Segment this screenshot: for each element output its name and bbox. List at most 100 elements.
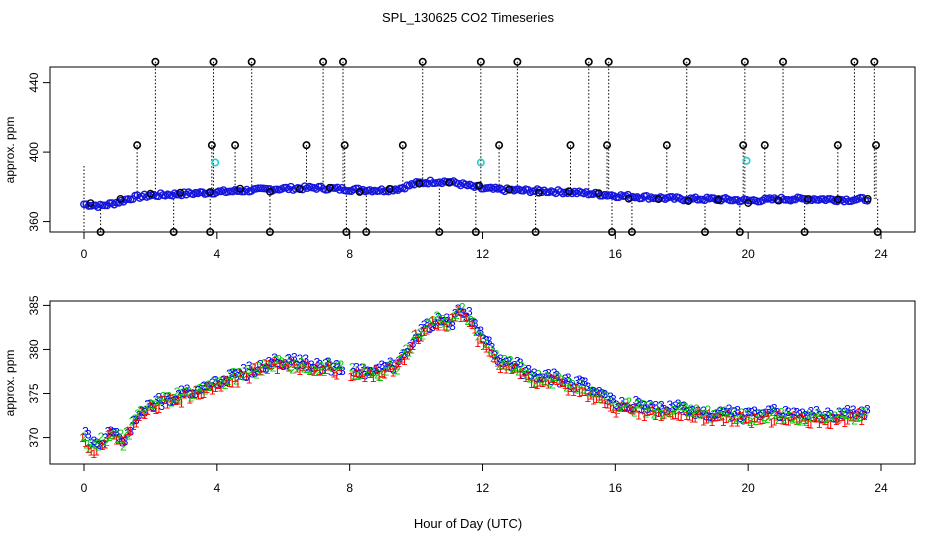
- series-1-marker: 1: [336, 360, 343, 374]
- series-2-marker: 2: [704, 403, 711, 417]
- bottom-panel: 1231231231231231231231231231231231231231…: [3, 295, 916, 495]
- series-3-marker: 3: [813, 403, 820, 417]
- baseline-black-point: [863, 194, 872, 203]
- series-1-marker: 1: [457, 311, 464, 325]
- series-2-marker: 2: [349, 360, 356, 374]
- series-1-marker: 1: [217, 381, 224, 395]
- series-3-marker: 3: [206, 380, 213, 394]
- series-3-marker: 3: [641, 399, 648, 413]
- series-1-marker: 1: [201, 387, 208, 401]
- series-2-marker: 2: [603, 389, 610, 403]
- series-2-marker: 2: [558, 373, 565, 387]
- series-2-marker: 2: [589, 384, 596, 398]
- series-1-marker: 1: [212, 381, 219, 395]
- series-3-marker: 3: [311, 361, 318, 375]
- series-2-marker: 2: [586, 385, 593, 399]
- series-2-marker: 2: [222, 378, 229, 392]
- series-2-marker: 2: [422, 323, 429, 337]
- spike-point: [739, 141, 748, 150]
- series-2-marker: 2: [645, 398, 652, 412]
- spike-point: [872, 141, 881, 150]
- series-1-marker: 1: [418, 330, 425, 344]
- series-3-marker: 3: [455, 302, 462, 316]
- series-3-marker: 3: [110, 425, 117, 439]
- series-1-marker: 1: [669, 409, 676, 423]
- series-1-marker: 1: [480, 339, 487, 353]
- series-3-marker: 3: [793, 405, 800, 419]
- series-3-marker: 3: [698, 408, 705, 422]
- series-2-marker: 2: [400, 346, 407, 360]
- series-1-marker: 1: [672, 408, 679, 422]
- series-1-marker: 1: [333, 368, 340, 382]
- series-1-marker: 1: [350, 369, 357, 383]
- series-2-marker: 2: [498, 358, 505, 372]
- series-1-marker: 1: [807, 417, 814, 431]
- series-1-marker: 1: [703, 412, 710, 426]
- series-2-marker: 2: [659, 408, 666, 422]
- series-1-marker: 1: [836, 412, 843, 426]
- series-2-marker: 2: [332, 365, 339, 379]
- series-3-marker: 3: [150, 401, 157, 415]
- series-2-marker: 2: [741, 413, 748, 427]
- series-1-marker: 1: [813, 411, 820, 425]
- baseline-point: [377, 185, 386, 194]
- series-1-marker: 1: [127, 424, 134, 438]
- series-2-marker: 2: [95, 439, 102, 453]
- series-3-marker: 3: [582, 375, 589, 389]
- series-3-marker: 3: [215, 378, 222, 392]
- series-3-marker: 3: [376, 361, 383, 375]
- series-3-marker: 3: [218, 376, 225, 390]
- series-3-marker: 3: [520, 368, 527, 382]
- series-2-marker: 2: [831, 409, 838, 423]
- bottom-data-points: 1231231231231231231231231231231231231231…: [79, 300, 871, 460]
- series-3-marker: 3: [630, 402, 637, 416]
- series-2-marker: 2: [609, 394, 616, 408]
- series-1-marker: 1: [751, 411, 758, 425]
- series-3-marker: 3: [650, 401, 657, 415]
- series-3-marker: 3: [486, 334, 493, 348]
- series-1-marker: 1: [658, 410, 665, 424]
- series-1-marker: 1: [788, 410, 795, 424]
- spike-point: [682, 57, 691, 66]
- top-x-tick-label: 0: [81, 247, 88, 261]
- series-1-marker: 1: [435, 319, 442, 333]
- bottom-x-tick-label: 12: [476, 481, 490, 495]
- series-3-marker: 3: [359, 361, 366, 375]
- series-1-marker: 1: [401, 354, 408, 368]
- series-1-marker: 1: [167, 391, 174, 405]
- series-3-marker: 3: [328, 365, 335, 379]
- series-1-marker: 1: [503, 362, 510, 376]
- series-2-marker: 2: [363, 365, 370, 379]
- series-2-marker: 2: [146, 398, 153, 412]
- series-3-marker: 3: [777, 410, 784, 424]
- series-2-marker: 2: [360, 361, 367, 375]
- series-3-marker: 3: [300, 358, 307, 372]
- series-2-marker: 2: [651, 408, 658, 422]
- series-3-marker: 3: [85, 428, 92, 442]
- series-1-marker: 1: [630, 404, 637, 418]
- series-3-marker: 3: [779, 411, 786, 425]
- series-2-marker: 2: [823, 412, 830, 426]
- series-3-marker: 3: [449, 319, 456, 333]
- series-1-marker: 1: [824, 417, 831, 431]
- series-1-marker: 1: [618, 399, 625, 413]
- series-1-marker: 1: [827, 418, 834, 432]
- series-2-marker: 2: [179, 386, 186, 400]
- series-3-marker: 3: [463, 310, 470, 324]
- baseline-black-point: [236, 184, 244, 193]
- baseline-black-point: [206, 188, 215, 196]
- series-1-marker: 1: [661, 408, 668, 422]
- series-2-marker: 2: [383, 365, 390, 379]
- series-3-marker: 3: [308, 358, 315, 372]
- series-2-marker: 2: [433, 309, 440, 323]
- series-3-marker: 3: [291, 350, 298, 364]
- series-2-marker: 2: [92, 437, 99, 451]
- series-2-marker: 2: [315, 365, 322, 379]
- series-1-marker: 1: [525, 369, 532, 383]
- series-3-marker: 3: [232, 367, 239, 381]
- series-2-marker: 2: [306, 364, 313, 378]
- series-1-marker: 1: [638, 402, 645, 416]
- series-1-marker: 1: [325, 360, 332, 374]
- series-3-marker: 3: [506, 354, 513, 368]
- series-3-marker: 3: [136, 409, 143, 423]
